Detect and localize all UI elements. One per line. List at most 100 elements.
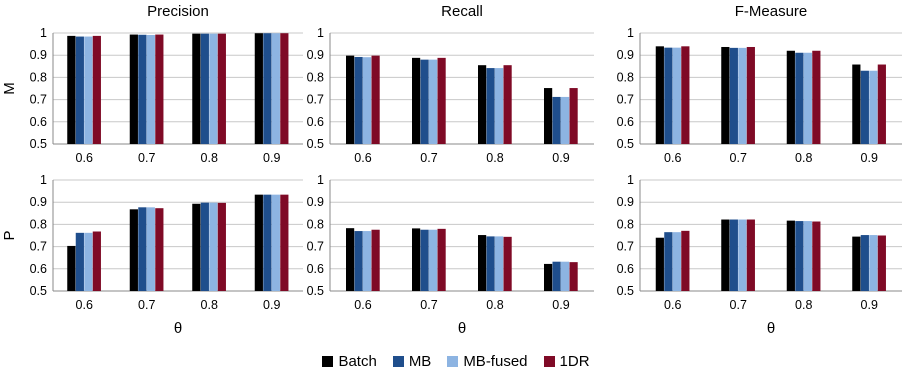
bar-2-3-0 bbox=[852, 64, 861, 144]
bar-4-3-0 bbox=[544, 263, 553, 291]
row-label-0: M bbox=[1, 82, 18, 95]
bar-2-2-2 bbox=[803, 52, 812, 145]
bar-5-0-1 bbox=[664, 232, 673, 291]
x-tick-label-1-0: 0.6 bbox=[354, 151, 371, 165]
y-tick-label-4-5: 1 bbox=[317, 173, 324, 187]
y-tick-label-0-1: 0.6 bbox=[30, 115, 47, 129]
x-tick-label-2-3: 0.9 bbox=[861, 151, 878, 165]
bar-1-2-1 bbox=[486, 68, 495, 144]
bar-0-0-2 bbox=[84, 36, 93, 144]
y-tick-label-0-2: 0.7 bbox=[30, 93, 47, 107]
bar-1-0-1 bbox=[354, 56, 363, 145]
y-tick-label-4-1: 0.6 bbox=[307, 262, 324, 276]
legend-item-mb-fused: MB-fused bbox=[447, 353, 528, 370]
bar-1-1-1 bbox=[420, 59, 429, 144]
bar-5-2-2 bbox=[803, 221, 812, 291]
legend-item-1dr: 1DR bbox=[543, 352, 590, 370]
legend-label-mb: MB bbox=[408, 352, 432, 370]
bar-5-2-1 bbox=[795, 221, 804, 291]
panel-title-2: F-Measure bbox=[735, 3, 808, 20]
bar-0-2-1 bbox=[200, 33, 209, 144]
bar-2-2-3 bbox=[812, 50, 821, 145]
bar-0-1-0 bbox=[129, 34, 138, 144]
bar-2-0-1 bbox=[664, 47, 673, 144]
bar-3-2-3 bbox=[217, 202, 226, 291]
bar-0-3-2 bbox=[271, 33, 280, 144]
y-tick-label-3-3: 0.8 bbox=[30, 217, 47, 231]
bar-5-3-0 bbox=[852, 236, 861, 291]
y-tick-label-4-2: 0.7 bbox=[307, 240, 324, 254]
bar-0-1-3 bbox=[155, 34, 164, 144]
bar-1-0-3 bbox=[371, 55, 380, 145]
bar-4-2-1 bbox=[486, 236, 495, 291]
bar-2-1-1 bbox=[729, 47, 738, 144]
bar-0-0-0 bbox=[67, 35, 76, 144]
bar-3-1-2 bbox=[146, 207, 155, 291]
bar-0-0-1 bbox=[75, 36, 84, 144]
legend-swatch-mb-fused bbox=[447, 355, 459, 367]
x-tick-label-5-1: 0.7 bbox=[730, 298, 747, 312]
y-tick-label-5-0: 0.5 bbox=[617, 284, 634, 298]
bar-0-3-3 bbox=[280, 33, 289, 144]
x-tick-label-4-0: 0.6 bbox=[354, 298, 371, 312]
bar-3-1-1 bbox=[138, 207, 147, 291]
y-tick-label-1-4: 0.9 bbox=[307, 48, 324, 62]
bar-5-2-3 bbox=[812, 221, 821, 291]
y-tick-label-2-3: 0.8 bbox=[617, 70, 634, 84]
bar-5-1-2 bbox=[738, 219, 747, 291]
x-tick-label-2-1: 0.7 bbox=[730, 151, 747, 165]
x-axis-title-5: θ bbox=[767, 320, 775, 337]
bar-2-1-0 bbox=[721, 46, 730, 144]
bar-5-0-3 bbox=[681, 230, 690, 291]
legend-swatch-1dr bbox=[543, 355, 555, 367]
panel-title-0: Precision bbox=[147, 3, 209, 20]
legend-item-mb: MB bbox=[392, 352, 432, 370]
y-tick-label-5-2: 0.7 bbox=[617, 240, 634, 254]
y-tick-label-5-3: 0.8 bbox=[617, 217, 634, 231]
x-tick-label-4-1: 0.7 bbox=[420, 298, 437, 312]
bar-0-2-2 bbox=[209, 33, 218, 144]
bar-4-1-0 bbox=[412, 228, 421, 291]
bar-3-1-3 bbox=[155, 208, 164, 291]
bar-2-0-0 bbox=[655, 46, 664, 144]
bar-0-1-2 bbox=[146, 34, 155, 144]
bar-4-0-3 bbox=[371, 229, 380, 291]
bar-0-2-3 bbox=[217, 33, 226, 144]
legend-label-batch: Batch bbox=[338, 352, 377, 370]
bar-5-3-3 bbox=[877, 235, 886, 291]
bar-5-0-0 bbox=[655, 237, 664, 291]
chart-legend: Batch MB MB-fused 1DR bbox=[0, 348, 912, 374]
bar-2-3-1 bbox=[860, 70, 869, 144]
bar-4-0-2 bbox=[363, 231, 372, 291]
y-tick-label-1-1: 0.6 bbox=[307, 115, 324, 129]
bar-3-3-3 bbox=[280, 194, 289, 291]
bar-4-1-1 bbox=[420, 229, 429, 291]
bar-3-2-0 bbox=[192, 203, 201, 291]
x-tick-label-2-0: 0.6 bbox=[664, 151, 681, 165]
x-tick-label-4-3: 0.9 bbox=[552, 298, 569, 312]
x-tick-label-1-1: 0.7 bbox=[420, 151, 437, 165]
bar-1-1-0 bbox=[412, 57, 421, 144]
y-tick-label-4-0: 0.5 bbox=[307, 284, 324, 298]
x-tick-label-0-1: 0.7 bbox=[138, 151, 155, 165]
bar-2-3-2 bbox=[869, 70, 878, 144]
x-tick-label-0-0: 0.6 bbox=[76, 151, 93, 165]
bar-3-3-0 bbox=[254, 194, 263, 291]
bar-4-2-0 bbox=[478, 235, 487, 291]
x-tick-label-4-2: 0.8 bbox=[486, 298, 503, 312]
bar-2-2-1 bbox=[795, 52, 804, 145]
x-tick-label-2-2: 0.8 bbox=[795, 151, 812, 165]
legend-swatch-batch bbox=[322, 355, 334, 367]
x-tick-label-3-1: 0.7 bbox=[138, 298, 155, 312]
bar-2-0-3 bbox=[681, 46, 690, 144]
x-tick-label-1-2: 0.8 bbox=[486, 151, 503, 165]
legend-label-1dr: 1DR bbox=[559, 352, 590, 370]
bar-3-0-1 bbox=[75, 232, 84, 291]
bar-1-3-3 bbox=[569, 88, 578, 144]
bar-5-2-0 bbox=[786, 220, 795, 291]
bar-2-1-3 bbox=[746, 46, 755, 144]
x-tick-label-3-2: 0.8 bbox=[201, 298, 218, 312]
y-tick-label-3-2: 0.7 bbox=[30, 240, 47, 254]
y-tick-label-1-2: 0.7 bbox=[307, 93, 324, 107]
bar-5-1-1 bbox=[729, 219, 738, 291]
